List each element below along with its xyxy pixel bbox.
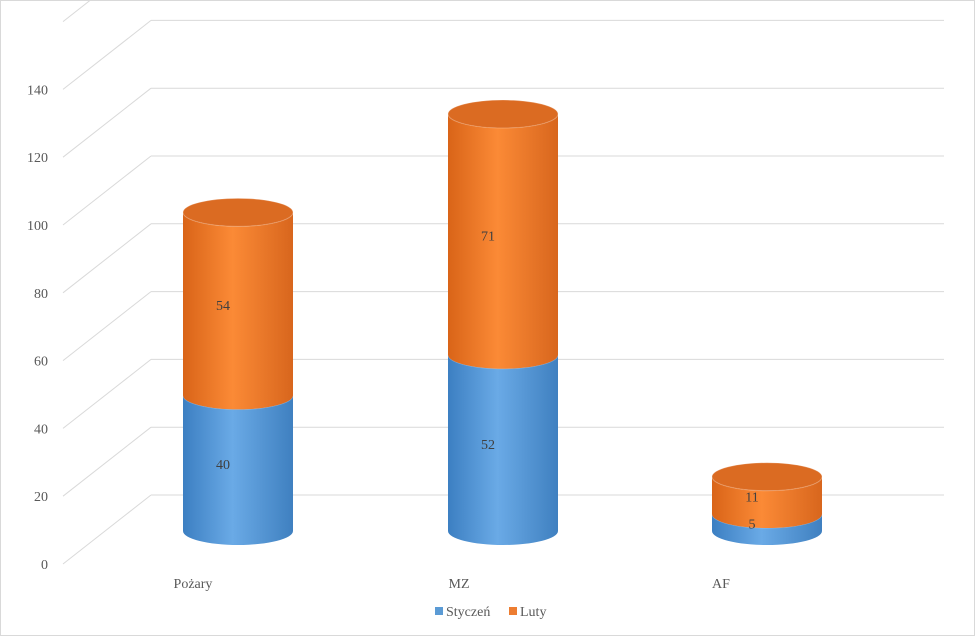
data-label: 71 — [481, 229, 495, 244]
data-label: 40 — [216, 458, 230, 473]
y-tick-label: 120 — [27, 151, 48, 166]
legend-item: Luty — [509, 605, 546, 620]
data-labels: 40 54 52 71 5 11 — [216, 229, 759, 532]
gridline — [62, 19, 944, 90]
bar-segment — [447, 99, 559, 369]
legend-label: Styczeń — [446, 605, 490, 620]
legend-swatch — [435, 607, 443, 615]
gridline — [62, 87, 944, 158]
y-tick-label: 0 — [41, 558, 48, 573]
y-tick-label: 100 — [27, 219, 48, 234]
bar-segment — [711, 462, 823, 529]
x-tick-label: MZ — [449, 577, 470, 592]
x-tick-label: AF — [712, 577, 730, 592]
legend: Styczeń Luty — [435, 605, 546, 620]
data-label: 5 — [749, 518, 756, 533]
data-label: 11 — [745, 490, 758, 505]
bars — [182, 99, 823, 545]
y-tick-label: 140 — [27, 83, 48, 98]
gridline — [62, 0, 92, 22]
y-axis: 0 20 40 60 80 100 120 140 — [27, 83, 48, 573]
bar-segment — [447, 340, 559, 545]
legend-item: Styczeń — [435, 605, 490, 620]
bar-segment — [182, 197, 294, 410]
y-tick-label: 60 — [34, 355, 48, 370]
y-tick-label: 40 — [34, 422, 48, 437]
x-tick-label: Pożary — [174, 577, 213, 592]
x-axis: Pożary MZ AF — [174, 577, 731, 592]
legend-swatch — [509, 607, 517, 615]
data-label: 52 — [481, 438, 495, 453]
y-tick-label: 80 — [34, 287, 48, 302]
legend-label: Luty — [520, 605, 546, 620]
data-label: 54 — [216, 299, 230, 314]
y-tick-label: 20 — [34, 490, 48, 505]
